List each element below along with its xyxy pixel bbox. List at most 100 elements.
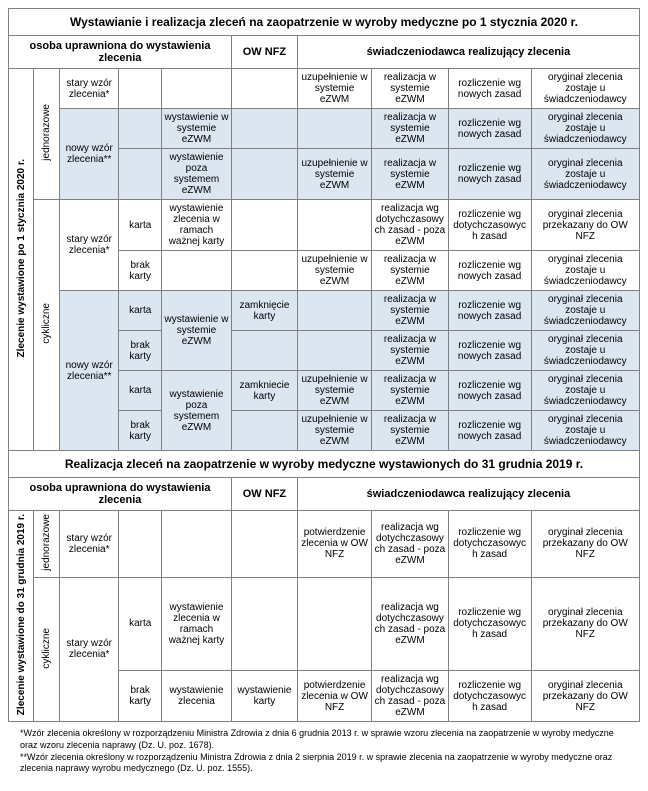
cell: realizacja w systemie eZWM bbox=[372, 109, 448, 149]
hdr-osoba: osoba uprawniona do wystawienia zlecenia bbox=[9, 36, 232, 69]
cell bbox=[232, 251, 298, 291]
cell bbox=[297, 200, 371, 251]
cell: wystawienie zlecenia bbox=[161, 671, 231, 722]
cell: oryginał zlecenia zostaje u świadczeniod… bbox=[531, 411, 639, 451]
cell: realizacja w systemie eZWM bbox=[372, 69, 448, 109]
footnotes: *Wzór zlecenia określony w rozporządzeni… bbox=[8, 722, 640, 781]
cell bbox=[119, 69, 161, 109]
cell: oryginał zlecenia przekazany do OW NFZ bbox=[531, 577, 639, 670]
cell bbox=[232, 331, 298, 371]
cell: wystawienie w systemie eZWM bbox=[161, 109, 231, 149]
cell: rozliczenie wg nowych zasad bbox=[448, 411, 531, 451]
cell: realizacja w systemie eZWM bbox=[372, 291, 448, 331]
cell bbox=[232, 149, 298, 200]
cell: realizacja wg dotychczasowych zasad - po… bbox=[372, 511, 448, 578]
cell: rozliczenie wg nowych zasad bbox=[448, 149, 531, 200]
cell: uzupełnienie w systemie eZWM bbox=[297, 411, 371, 451]
cell: oryginał zlecenia zostaje u świadczeniod… bbox=[531, 371, 639, 411]
cell bbox=[161, 69, 231, 109]
cell: oryginał zlecenia zostaje u świadczeniod… bbox=[531, 69, 639, 109]
cell: wystawienie karty bbox=[232, 671, 298, 722]
cell: oryginał zlecenia zostaje u świadczeniod… bbox=[531, 251, 639, 291]
cell bbox=[232, 411, 298, 451]
cell: wystawienie zlecenia w ramach ważnej kar… bbox=[161, 200, 231, 251]
cell: brak karty bbox=[119, 411, 161, 451]
cell bbox=[119, 149, 161, 200]
cell: rozliczenie wg nowych zasad bbox=[448, 69, 531, 109]
title-2020: Wystawianie i realizacja zleceń na zaopa… bbox=[9, 9, 640, 36]
medical-orders-table: Wystawianie i realizacja zleceń na zaopa… bbox=[8, 8, 640, 722]
stary-2: stary wzór zlecenia* bbox=[59, 200, 118, 291]
cell: brak karty bbox=[119, 671, 161, 722]
cell: rozliczenie wg nowych zasad bbox=[448, 331, 531, 371]
cell bbox=[232, 109, 298, 149]
cell: rozliczenie wg nowych zasad bbox=[448, 291, 531, 331]
hdr-swiad-2: świadczeniodawca realizujący zlecenia bbox=[297, 478, 639, 511]
hdr-swiad: świadczeniodawca realizujący zlecenia bbox=[297, 36, 639, 69]
title-2019: Realizacja zleceń na zaopatrzenie w wyro… bbox=[9, 451, 640, 478]
cell: oryginał zlecenia zostaje u świadczeniod… bbox=[531, 109, 639, 149]
cell: brak karty bbox=[119, 331, 161, 371]
cell bbox=[119, 109, 161, 149]
cell: realizacja w systemie eZWM bbox=[372, 411, 448, 451]
cell bbox=[119, 511, 161, 578]
cell: rozliczenie wg nowych zasad bbox=[448, 251, 531, 291]
cell: karta bbox=[119, 577, 161, 670]
cell: rozliczenie wg nowych zasad bbox=[448, 371, 531, 411]
stary-1: stary wzór zlecenia* bbox=[59, 69, 118, 109]
stary-3: stary wzór zlecenia* bbox=[59, 511, 118, 578]
cell bbox=[232, 577, 298, 670]
cykliczne-1: cykliczne bbox=[41, 303, 52, 344]
cell: oryginał zlecenia zostaje u świadczeniod… bbox=[531, 291, 639, 331]
hdr-osoba-2: osoba uprawniona do wystawienia zlecenia bbox=[9, 478, 232, 511]
jednorazowe-1: jednorazowe bbox=[41, 104, 52, 161]
jednorazowe-2: jednorazowe bbox=[41, 514, 52, 571]
cell: oryginał zlecenia zostaje u świadczeniod… bbox=[531, 149, 639, 200]
cell: brak karty bbox=[119, 251, 161, 291]
side-2020: Zlecenie wystawione po 1 stycznia 2020 r… bbox=[16, 159, 27, 357]
cell: realizacja w systemie eZWM bbox=[372, 251, 448, 291]
cell: rozliczenie wg dotychczasowych zasad bbox=[448, 200, 531, 251]
cell: potwierdzenie zlecenia w OW NFZ bbox=[297, 511, 371, 578]
cell: oryginał zlecenia przekazany do OW NFZ bbox=[531, 671, 639, 722]
cell: potwierdzenie zlecenia w OW NFZ bbox=[297, 671, 371, 722]
cell: karta bbox=[119, 291, 161, 331]
cell: zamknięcie karty bbox=[232, 291, 298, 331]
cell bbox=[297, 291, 371, 331]
cell: realizacja wg dotychczasowych zasad - po… bbox=[372, 200, 448, 251]
cell bbox=[232, 200, 298, 251]
cell: rozliczenie wg dotychczasowych zasad bbox=[448, 511, 531, 578]
cell: uzupełnienie w systemie eZWM bbox=[297, 69, 371, 109]
cell: karta bbox=[119, 371, 161, 411]
cell bbox=[297, 331, 371, 371]
cell: realizacja w systemie eZWM bbox=[372, 149, 448, 200]
cell: realizacja wg dotychczasowych zasad - po… bbox=[372, 577, 448, 670]
side-2019: Zlecenie wystawione do 31 grudnia 2019 r… bbox=[16, 514, 27, 715]
cykliczne-2: cykliczne bbox=[41, 628, 52, 669]
cell: wystawienie poza systemem eZWM bbox=[161, 149, 231, 200]
cell bbox=[232, 511, 298, 578]
footnote-1: *Wzór zlecenia określony w rozporządzeni… bbox=[20, 728, 614, 750]
nowy-1: nowy wzór zlecenia** bbox=[59, 109, 118, 200]
footnote-2: **Wzór zlecenia określony w rozporządzen… bbox=[20, 752, 612, 774]
nowy-2: nowy wzór zlecenia** bbox=[59, 291, 118, 451]
stary-4: stary wzór zlecenia* bbox=[59, 577, 118, 721]
cell: rozliczenie wg dotychczasowych zasad bbox=[448, 577, 531, 670]
cell bbox=[161, 511, 231, 578]
cell: realizacja w systemie eZWM bbox=[372, 371, 448, 411]
cell: rozliczenie wg dotychczasowych zasad bbox=[448, 671, 531, 722]
cell bbox=[297, 577, 371, 670]
cell: realizacja wg dotychczasowych zasad - po… bbox=[372, 671, 448, 722]
cell: wystawienie poza systemem eZWM bbox=[161, 371, 231, 451]
cell: uzupełnienie w systemie eZWM bbox=[297, 149, 371, 200]
cell: oryginał zlecenia zostaje u świadczeniod… bbox=[531, 331, 639, 371]
cell: wystawienie w systemie eZWM bbox=[161, 291, 231, 371]
cell: oryginał zlecenia przekazany do OW NFZ bbox=[531, 511, 639, 578]
cell: rozliczenie wg nowych zasad bbox=[448, 109, 531, 149]
cell bbox=[161, 251, 231, 291]
cell: zamkniecie karty bbox=[232, 371, 298, 411]
hdr-ow-2: OW NFZ bbox=[232, 478, 298, 511]
cell: karta bbox=[119, 200, 161, 251]
cell: realizacja w systemie eZWM bbox=[372, 331, 448, 371]
hdr-ow: OW NFZ bbox=[232, 36, 298, 69]
